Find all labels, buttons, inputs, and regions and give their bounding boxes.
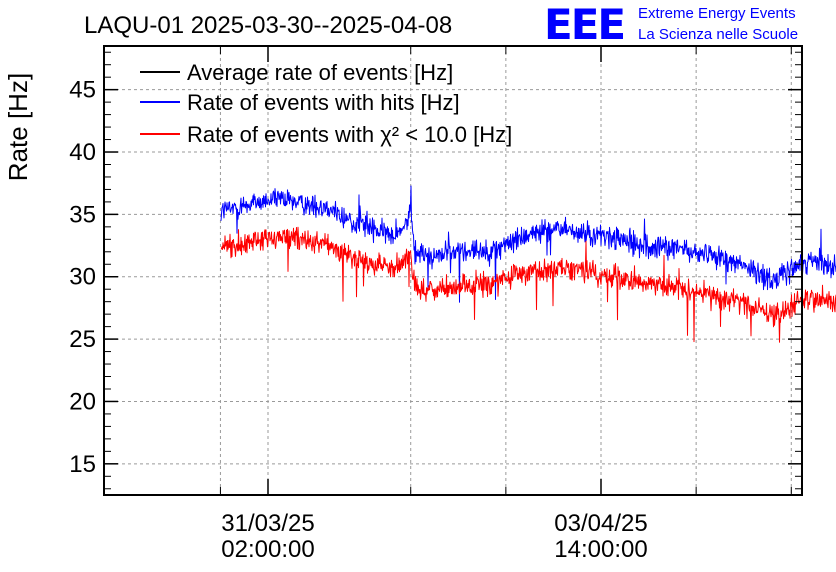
y-tick-label: 25 — [69, 326, 96, 353]
series-chi2 — [220, 226, 836, 343]
y-axis-label: Rate [Hz] — [3, 73, 33, 181]
x-tick-date: 03/04/25 — [554, 510, 647, 537]
logo-line-1: Extreme Energy Events — [638, 5, 796, 22]
y-tick-label: 15 — [69, 451, 96, 478]
x-tick-time: 14:00:00 — [554, 536, 647, 563]
eee-logo: EEE Extreme Energy Events La Scienza nel… — [544, 0, 834, 49]
y-tick-label: 35 — [69, 201, 96, 228]
legend-label: Average rate of events [Hz] — [187, 60, 453, 85]
x-tick-date: 31/03/25 — [221, 510, 314, 537]
y-tick-labels: 15 20 25 30 35 40 45 — [69, 77, 96, 478]
plot-frame — [103, 45, 803, 496]
eee-logo-mark: EEE — [544, 0, 626, 49]
series-line — [220, 226, 836, 343]
axis-ticks — [104, 46, 802, 495]
y-tick-label: 40 — [69, 139, 96, 166]
y-tick-label: 30 — [69, 264, 96, 291]
legend-label: Rate of events with hits [Hz] — [187, 90, 460, 115]
x-tick-time: 02:00:00 — [221, 536, 314, 563]
chart-title: LAQU-01 2025-03-30--2025-04-08 — [84, 12, 452, 39]
legend-label: Rate of events with χ² < 10.0 [Hz] — [187, 122, 512, 147]
series-line — [220, 185, 836, 303]
grid-lines — [104, 46, 802, 495]
logo-line-2: La Scienza nelle Scuole — [638, 26, 799, 43]
series-hits — [220, 185, 836, 303]
legend: Average rate of events [Hz] Rate of event… — [140, 60, 512, 147]
y-tick-label: 45 — [69, 77, 96, 104]
y-tick-label: 20 — [69, 388, 96, 415]
